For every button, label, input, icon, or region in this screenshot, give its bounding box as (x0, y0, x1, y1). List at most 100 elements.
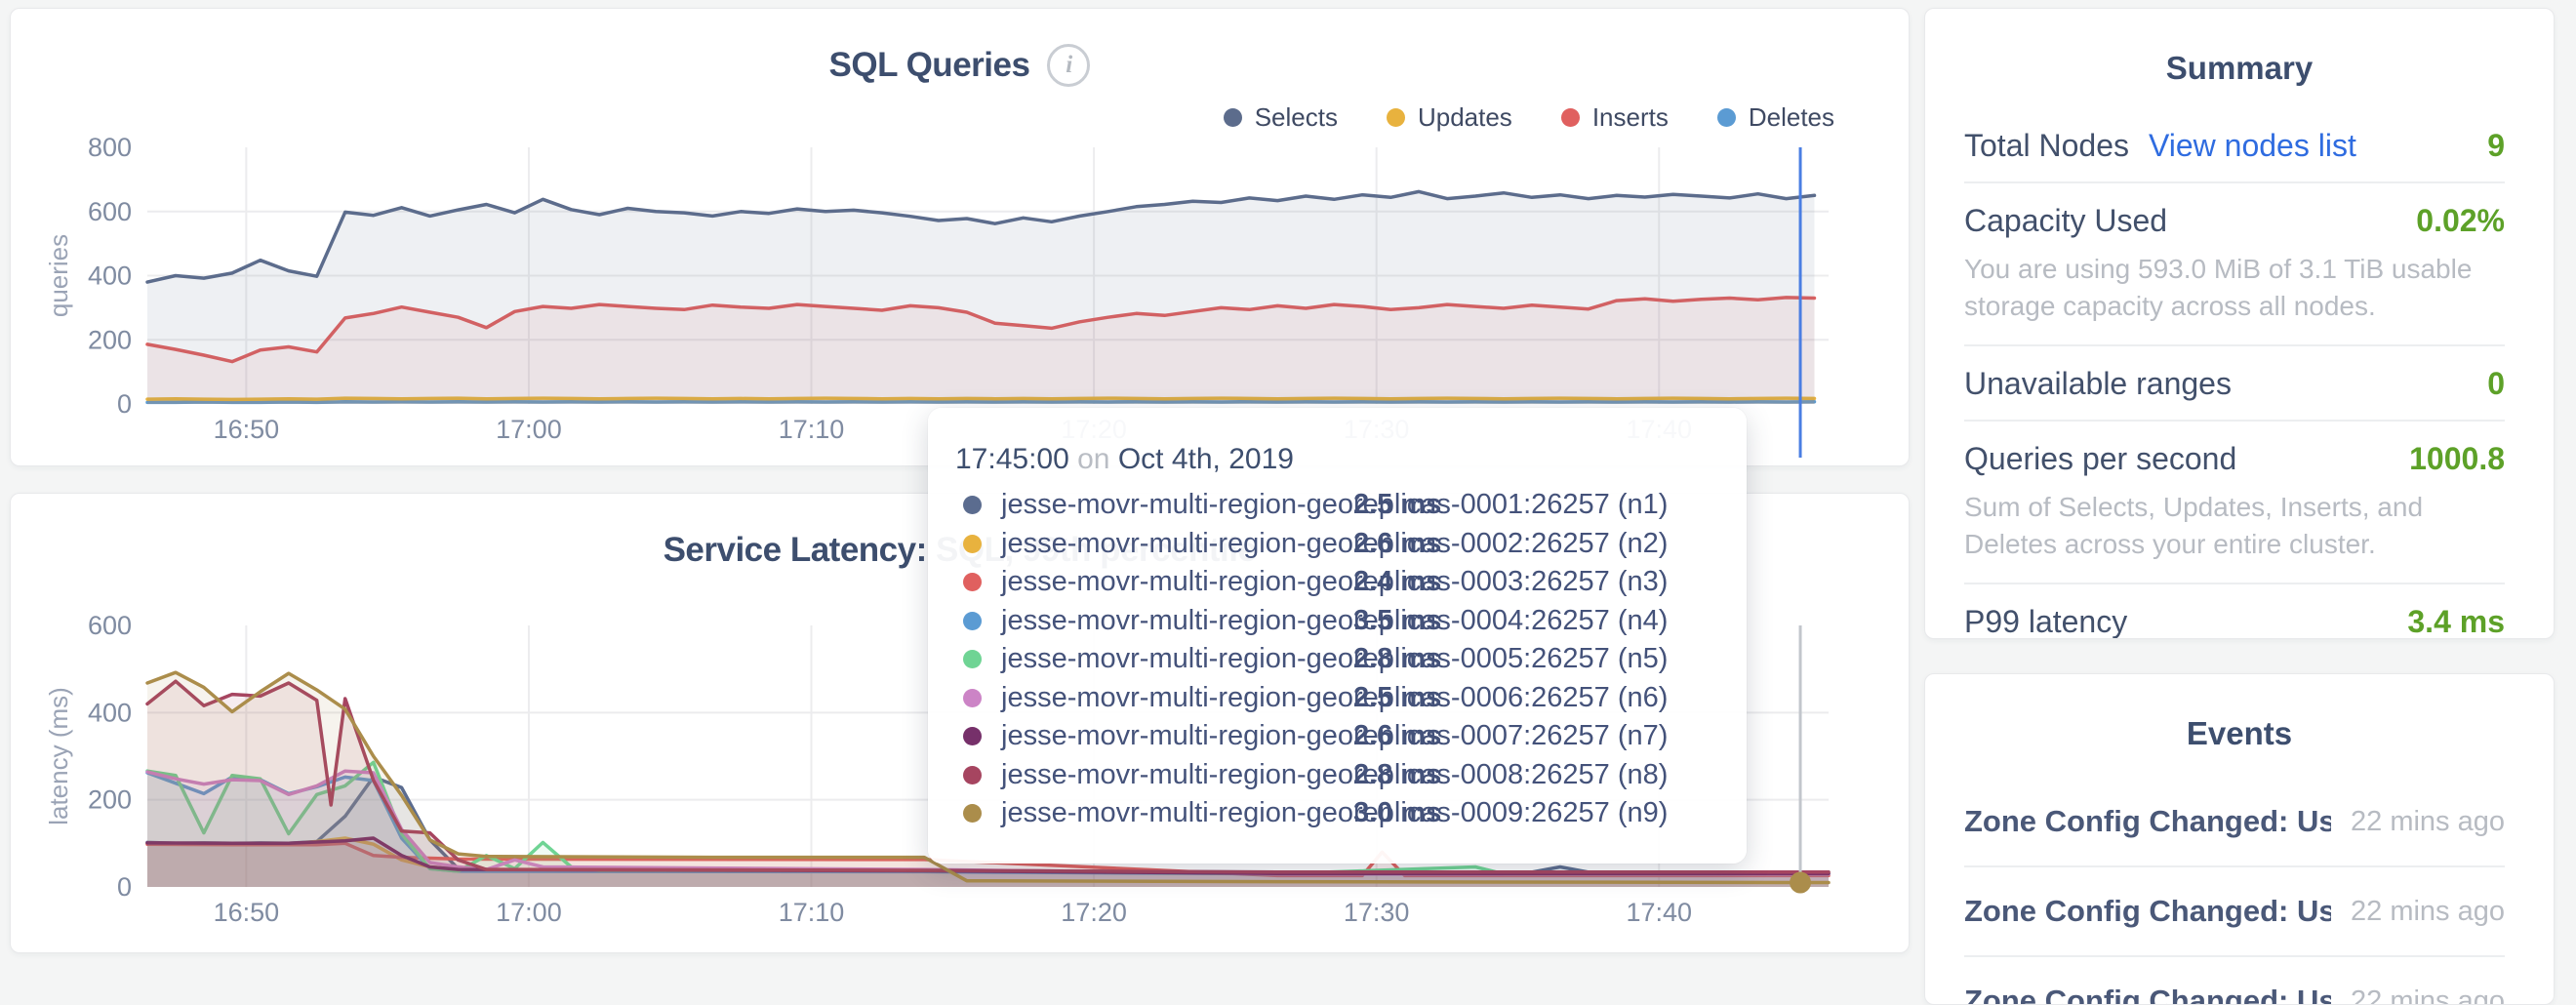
events-panel: Events Zone Config Changed: User… 22 mins… (1924, 673, 2555, 1005)
node-color-dot (963, 650, 982, 668)
sql-queries-title-row: SQL Queries i (11, 44, 1909, 87)
events-title: Events (1925, 674, 2554, 752)
legend-dot (1561, 108, 1580, 127)
y-axis-tick-label: 200 (88, 325, 132, 354)
tooltip-row: jesse-movr-multi-region-georeplicas-0001… (928, 486, 1747, 525)
event-timestamp: 22 mins ago (2351, 896, 2505, 928)
node-color-dot (963, 804, 982, 823)
node-latency-value: 2.6 ms (1353, 528, 1441, 560)
summary-value: 3.4 ms (2407, 604, 2505, 639)
event-description-link[interactable]: Zone Config Changed: User… (1964, 804, 2331, 839)
summary-panel: Summary Total Nodes View nodes list 9 Capac… (1924, 8, 2555, 639)
node-name: jesse-movr-multi-region-georeplicas-0008… (1001, 759, 1668, 791)
summary-value: 9 (2487, 128, 2505, 164)
x-axis-tick-label: 17:00 (496, 415, 562, 444)
tooltip-timestamp: 17:45:00 on Oct 4th, 2019 (955, 443, 1294, 476)
y-axis-tick-label: 600 (88, 611, 132, 640)
legend-item-selects[interactable]: Selects (1224, 102, 1338, 133)
y-axis-tick-label: 400 (88, 261, 132, 291)
x-axis-tick-label: 17:10 (779, 898, 845, 927)
node-name: jesse-movr-multi-region-georeplicas-0009… (1001, 797, 1668, 829)
y-axis-tick-label: 0 (117, 872, 132, 902)
series-area (147, 191, 1815, 404)
chart-title: SQL Queries (829, 46, 1030, 84)
x-axis-tick-label: 17:10 (779, 415, 845, 444)
node-latency-value: 2.5 ms (1353, 682, 1441, 714)
x-axis-tick-label: 17:30 (1344, 898, 1410, 927)
node-color-dot (963, 573, 982, 591)
y-axis-tick-label: 400 (88, 698, 132, 727)
node-color-dot (963, 612, 982, 630)
y-axis-title: queries (44, 234, 73, 317)
chart-legend: Selects Updates Inserts Deletes (1224, 102, 1834, 133)
summary-label: Capacity Used (1964, 203, 2167, 238)
summary-rows: Total Nodes View nodes list 9 Capacity Used… (1964, 108, 2505, 639)
summary-label: Queries per second (1964, 441, 2236, 476)
event-row: Zone Config Changed: User… 22 mins ago (1964, 778, 2505, 865)
y-axis-tick-label: 0 (117, 389, 132, 419)
summary-label: Unavailable ranges (1964, 366, 2232, 401)
tooltip-row: jesse-movr-multi-region-georeplicas-0004… (928, 602, 1747, 641)
y-axis-tick-label: 800 (88, 133, 132, 162)
node-latency-value: 3.0 ms (1353, 797, 1441, 829)
chart-hover-tooltip: 17:45:00 on Oct 4th, 2019 jesse-movr-mul… (928, 408, 1747, 864)
event-row: Zone Config Changed: User… 22 mins ago (1964, 865, 2505, 955)
summary-title: Summary (1925, 9, 2554, 87)
info-icon[interactable]: i (1047, 44, 1090, 87)
legend-dot (1224, 108, 1242, 127)
tooltip-row: jesse-movr-multi-region-georeplicas-0002… (928, 525, 1747, 564)
legend-label: Selects (1255, 102, 1338, 133)
x-axis-tick-label: 17:20 (1061, 898, 1127, 927)
node-latency-value: 2.8 ms (1353, 759, 1441, 791)
summary-label: Total Nodes (1964, 128, 2129, 163)
event-timestamp: 22 mins ago (2351, 806, 2505, 838)
legend-label: Inserts (1592, 102, 1669, 133)
node-name: jesse-movr-multi-region-georeplicas-0002… (1001, 528, 1668, 560)
view-nodes-list-link[interactable]: View nodes list (2149, 128, 2356, 163)
y-axis-tick-label: 600 (88, 197, 132, 226)
tooltip-time: 17:45:00 (955, 443, 1069, 475)
legend-item-updates[interactable]: Updates (1387, 102, 1512, 133)
legend-dot (1387, 108, 1405, 127)
tooltip-preposition: on (1077, 443, 1109, 475)
summary-value: 1000.8 (2409, 441, 2505, 477)
summary-row: Total Nodes View nodes list 9 (1964, 108, 2505, 181)
node-latency-value: 3.5 ms (1353, 605, 1441, 637)
x-axis-tick-label: 16:50 (214, 898, 280, 927)
event-description-link[interactable]: Zone Config Changed: User… (1964, 984, 2331, 1005)
tooltip-date: Oct 4th, 2019 (1118, 443, 1294, 475)
x-axis-tick-label: 16:50 (214, 415, 280, 444)
x-axis-tick-label: 17:00 (496, 898, 562, 927)
tooltip-row: jesse-movr-multi-region-georeplicas-0009… (928, 794, 1747, 833)
node-color-dot (963, 535, 982, 553)
summary-row: Queries per second 1000.8 (1964, 420, 2505, 495)
summary-row: Capacity Used 0.02% (1964, 181, 2505, 257)
tooltip-row: jesse-movr-multi-region-georeplicas-0007… (928, 717, 1747, 756)
legend-item-deletes[interactable]: Deletes (1717, 102, 1834, 133)
legend-item-inserts[interactable]: Inserts (1561, 102, 1669, 133)
node-color-dot (963, 496, 982, 514)
legend-label: Deletes (1749, 102, 1834, 133)
summary-value: 0 (2487, 366, 2505, 402)
node-latency-value: 2.8 ms (1353, 643, 1441, 675)
summary-description: You are using 593.0 MiB of 3.1 TiB usabl… (1964, 251, 2505, 344)
y-axis-title: latency (ms) (44, 687, 73, 825)
events-rows: Zone Config Changed: User… 22 mins ago Zon… (1964, 778, 2505, 1005)
legend-dot (1717, 108, 1736, 127)
node-latency-value: 2.5 ms (1353, 489, 1441, 521)
node-latency-value: 2.6 ms (1353, 720, 1441, 752)
event-description-link[interactable]: Zone Config Changed: User… (1964, 894, 2331, 929)
tooltip-rows: jesse-movr-multi-region-georeplicas-0001… (928, 486, 1747, 833)
tooltip-row: jesse-movr-multi-region-georeplicas-0008… (928, 756, 1747, 795)
node-name: jesse-movr-multi-region-georeplicas-0005… (1001, 643, 1668, 675)
node-name: jesse-movr-multi-region-georeplicas-0003… (1001, 566, 1668, 598)
tooltip-row: jesse-movr-multi-region-georeplicas-0003… (928, 563, 1747, 602)
node-name: jesse-movr-multi-region-georeplicas-0004… (1001, 605, 1668, 637)
event-row: Zone Config Changed: User…22 mins ago (1964, 955, 2505, 1005)
sql-queries-panel: 800600400200016:5017:0017:1017:2017:3017… (10, 8, 1910, 466)
legend-label: Updates (1418, 102, 1512, 133)
summary-value: 0.02% (2416, 203, 2505, 239)
node-color-dot (963, 766, 982, 784)
node-name: jesse-movr-multi-region-georeplicas-0001… (1001, 489, 1668, 521)
